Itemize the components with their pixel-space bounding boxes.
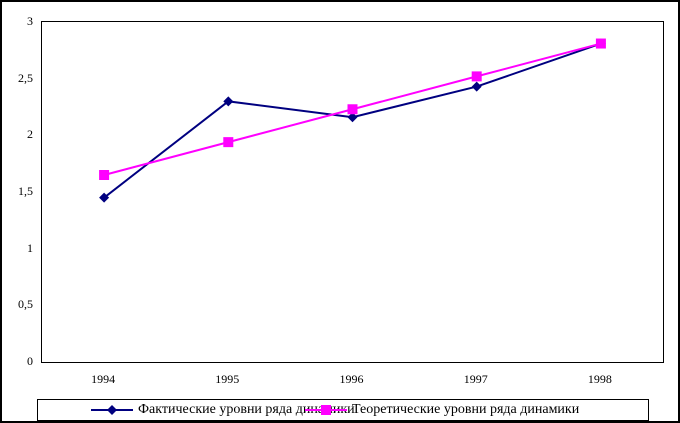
legend-box: Фактические уровни ряда динамики Теорети… — [37, 399, 649, 421]
x-axis-tick-label: 1994 — [91, 372, 116, 386]
y-axis-tick-label: 2 — [27, 127, 33, 142]
y-axis-tick-label: 1 — [27, 240, 33, 255]
legend-marker-actual-diamond-icon — [91, 405, 133, 415]
y-axis-tick-label: 1,5 — [18, 184, 33, 198]
x-axis-tick-label: 1995 — [215, 372, 240, 386]
data-point-marker — [471, 81, 482, 92]
data-point-marker — [223, 137, 234, 148]
series-plot — [99, 38, 606, 203]
data-point-marker — [347, 112, 358, 123]
y-axis-tick-label: 2,5 — [18, 70, 33, 85]
data-point-marker — [223, 96, 234, 107]
legend-label-theoretical: Теоретические уровни ряда динамики — [352, 402, 580, 417]
x-axis-tick-label: 1998 — [587, 372, 612, 386]
data-point-marker — [347, 104, 358, 115]
x-axis-tick-label: 1997 — [463, 372, 488, 386]
plot-area — [41, 21, 664, 363]
legend-item-actual: Фактические уровни ряда динамики — [90, 400, 355, 420]
legend-marker-theoretical-square-icon — [305, 405, 347, 415]
data-point-marker — [99, 192, 110, 203]
y-axis-tick-label: 0,5 — [18, 297, 33, 312]
x-axis-tick-label: 1996 — [339, 372, 364, 386]
data-point-marker — [595, 38, 606, 49]
y-axis-tick-label: 0 — [27, 354, 33, 368]
legend-label-actual: Фактические уровни ряда динамики — [138, 402, 355, 417]
data-point-marker — [99, 170, 110, 180]
legend-item-theoretical: Теоретические уровни ряда динамики — [304, 400, 579, 420]
y-axis-tick-label: 3 — [27, 14, 33, 28]
data-point-marker — [471, 71, 482, 82]
